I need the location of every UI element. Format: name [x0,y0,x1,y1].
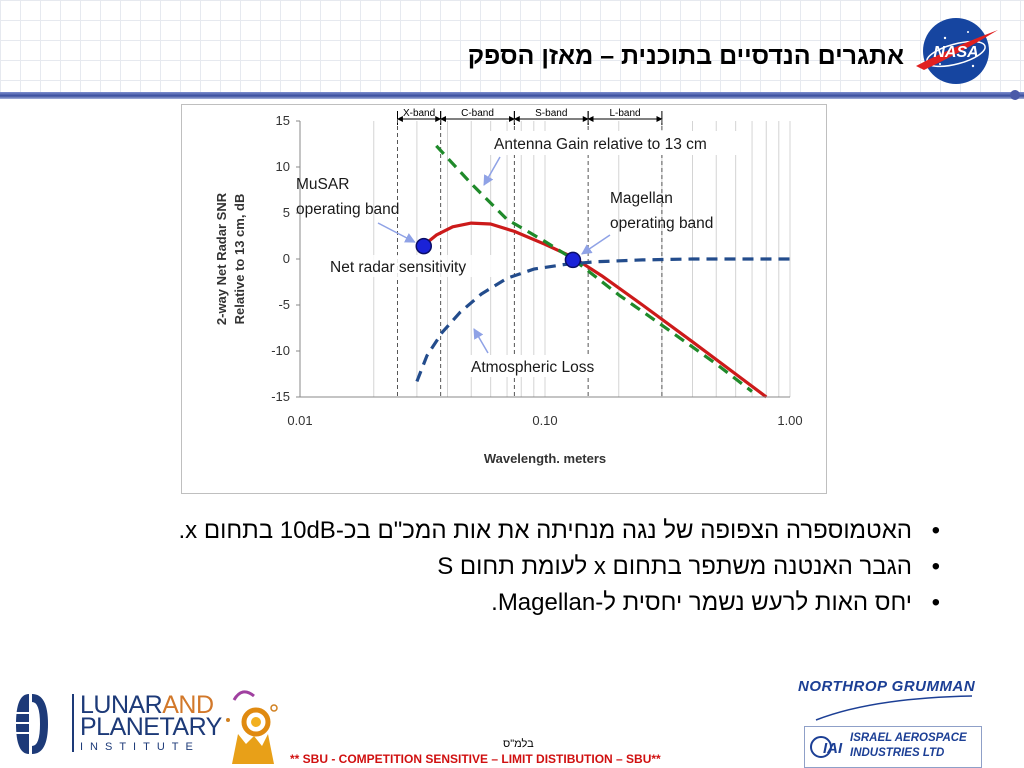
x-tick-label: 0.10 [532,413,557,428]
header-rule [0,92,1024,99]
band-label: X-band [403,108,435,119]
y-tick-label: 5 [283,205,290,220]
annotation-arrow [377,222,416,243]
annotation-arrow [581,234,611,255]
lpi-word-lunar: LUNAR [80,691,163,719]
y-tick-label: 10 [276,159,290,174]
annotation-magellan-line2: operating band [610,215,713,232]
bullet-item: הגבר האנטנה משתפר בתחום x לעומת תחום S [80,552,940,582]
x-tick-label: 0.01 [287,413,312,428]
y-tick-label: 0 [283,251,290,266]
iai-logo: IAI ISRAEL AEROSPACE INDUSTRIES LTD [804,726,982,768]
annotation-atmospheric-loss: Atmospheric Loss [471,359,594,376]
annotation-net-radar-sensitivity: Net radar sensitivity [330,259,466,276]
operating-point-marker [564,251,582,269]
lpi-word-and: AND [162,691,214,719]
iai-mark: IAI [823,740,843,757]
mission-emblem [226,690,278,764]
slide-title: אתגרים הנדסיים בתוכנית – מאזן הספק [467,42,904,70]
annotation-magellan-line1: Magellan [610,190,673,207]
series-line [422,221,768,399]
lpi-emblem [16,694,48,754]
y-tick-label: -15 [271,389,290,404]
iai-emblem: IAI [810,736,843,758]
northrop-grumman-logo: NORTHROP GRUMMAN [798,678,976,695]
footer-distribution-note: ** SBU - COMPETITION SENSITIVE – LIMIT D… [290,752,661,766]
x-tick-label: 1.00 [777,413,802,428]
iai-line2: INDUSTRIES LTD [850,747,945,759]
series-line [415,257,790,382]
annotation-arrow [473,328,489,354]
series-line [435,144,753,393]
annotation-musar-line1: MuSAR [296,176,349,193]
band-label: C-band [461,108,494,119]
lpi-divider [72,694,74,752]
lpi-word-institute: INSTITUTE [80,741,200,753]
chart-frame: X-band C-band S-band L-band 15 10 5 0 -5 -10 -15 0… [181,104,827,494]
annotation-background [490,131,746,155]
northrop-swoosh [815,695,973,721]
header-rule-end [1010,90,1020,100]
operating-point-marker [415,237,433,255]
iai-line1: ISRAEL AEROSPACE [850,732,967,744]
lpi-word-planetary: PLANETARY [80,713,222,741]
annotation-musar-line2: operating band [296,201,399,218]
header-background [0,0,1024,92]
nasa-logo: NASA [916,18,998,84]
footer-classification: בלמ"ס [503,738,534,750]
annotation-background [326,255,496,277]
snr-chart: X-band C-band S-band L-band 15 10 5 0 -5 -10 -15 0… [214,108,803,466]
annotation-arrow [483,156,501,186]
y-tick-label: -5 [278,297,290,312]
annotation-background [467,355,617,377]
y-tick-label: 15 [276,113,290,128]
band-label: S-band [535,108,567,119]
bullet-list: האטמוספרה הצפופה של נגה מנחיתה את אות המ… [80,516,941,624]
x-axis-title: Wavelength. meters [484,451,606,466]
lpi-logo: LUNARAND PLANETARY INSTITUTE [80,691,222,754]
y-tick-label: -10 [271,343,290,358]
y-axis-title-line1: 2-way Net Radar SNR [214,192,229,325]
bullet-item: יחס האות לרעש נשמר יחסית ל-Magellan. [80,588,940,618]
annotation-antenna-gain: Antenna Gain relative to 13 cm [494,136,707,153]
nasa-logo-text: NASA [933,44,978,61]
bullet-item: האטמוספרה הצפופה של נגה מנחיתה את אות המ… [80,516,941,546]
y-axis-title-line2: Relative to 13 cm, dB [232,194,247,325]
band-label: L-band [609,108,640,119]
